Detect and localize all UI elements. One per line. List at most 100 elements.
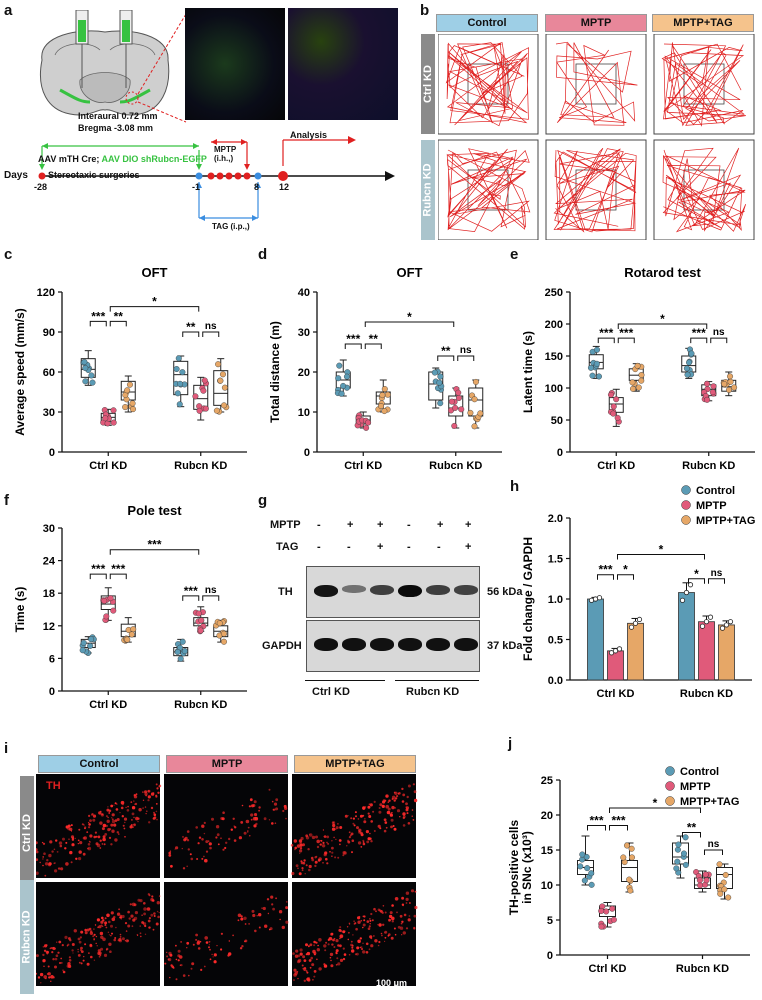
data-point [717,890,724,897]
th-positive-cell [104,917,107,920]
data-point [608,650,615,656]
th-positive-cell [239,947,243,950]
th-positive-cell [86,962,90,966]
th-positive-cell [43,965,45,967]
data-point [338,390,345,397]
fluorescence-image [164,882,288,986]
days-label: Days [4,170,28,181]
th-positive-cell [282,809,285,813]
th-positive-cell [339,944,342,948]
th-positive-cell [79,841,83,845]
th-positive-cell [121,914,125,919]
th-positive-cell [323,853,327,857]
th-positive-cell [45,950,49,954]
data-point [682,834,689,841]
th-positive-cell [126,809,130,812]
th-positive-cell [87,821,90,824]
gapdh-band [454,638,478,651]
data-point [129,400,136,407]
th-positive-cell [360,947,364,951]
blot-gapdh-kda: 37 kDa [487,640,523,652]
th-positive-cell [331,821,336,825]
th-positive-cell [182,835,184,838]
data-point [221,630,228,637]
th-positive-cell [150,898,154,902]
th-positive-cell [401,787,404,791]
th-positive-cell [175,958,178,961]
th-positive-cell [305,943,308,947]
th-positive-cell [90,955,93,959]
th-positive-cell [358,915,361,918]
th-positive-cell [393,791,396,794]
data-point [704,396,711,403]
th-positive-cell [240,915,243,918]
th-positive-cell [108,809,112,813]
th-positive-cell [135,793,138,796]
th-positive-cell [80,950,84,953]
th-positive-cell [243,831,247,835]
th-positive-cell [110,911,114,915]
th-positive-cell [348,836,351,839]
data-point [598,923,605,930]
th-positive-cell [351,949,355,953]
th-band [398,585,422,598]
th-positive-cell [155,922,159,926]
significance-bracket [690,337,708,344]
gapdh-band [342,638,366,651]
th-positive-cell [124,836,126,838]
significance-bracket [457,355,475,361]
y-tick-label: 150 [545,351,563,363]
th-positive-cell [333,946,336,948]
th-positive-cell [122,804,124,806]
th-positive-cell [182,974,186,977]
chart-title: Pole test [127,503,182,518]
th-positive-cell [54,957,58,961]
th-positive-cell [256,915,258,917]
blot-tag-label: TAG [276,541,299,553]
th-positive-cell [49,947,52,950]
th-positive-cell [211,953,213,956]
header-mptp-tag: MPTP+TAG [652,14,754,32]
th-positive-cell [80,962,83,965]
th-positive-cell [325,941,328,944]
th-positive-cell [66,964,70,968]
th-positive-cell [105,926,108,929]
y-tick-label: 1.5 [548,554,563,566]
th-positive-cell [107,931,110,933]
data-point [201,377,208,384]
y-tick-label: 0 [49,447,55,459]
th-positive-cell [105,949,108,951]
data-point [477,410,484,417]
th-positive-cell [305,836,310,840]
data-point [472,378,479,385]
th-positive-cell [120,800,125,805]
th-positive-cell [323,963,326,966]
blot-ctrl-label: Ctrl KD [312,686,350,698]
th-positive-cell [110,924,113,928]
th-positive-cell [155,783,158,786]
th-band [370,585,394,596]
th-positive-cell [48,862,52,866]
th-positive-cell [180,964,183,967]
th-positive-cell [64,935,68,939]
data-point [683,365,690,372]
th-positive-cell [104,924,107,927]
th-positive-cell [129,903,132,906]
th-positive-cell [166,951,168,954]
data-point [610,410,617,417]
row-header-rubcn: Rubcn KD [20,880,34,994]
th-positive-cell [144,933,147,935]
th-positive-cell [237,919,240,922]
th-positive-cell [297,954,301,958]
significance-label: ns [713,327,725,338]
significance-bracket [364,343,382,349]
th-positive-cell [152,928,155,931]
data-point [725,386,732,393]
th-positive-cell [361,946,363,948]
th-positive-cell [373,830,376,832]
th-positive-cell [228,837,231,841]
data-point [620,854,627,861]
y-tick-label: 24 [43,556,56,568]
th-positive-cell [77,948,79,951]
th-positive-cell [384,940,386,942]
